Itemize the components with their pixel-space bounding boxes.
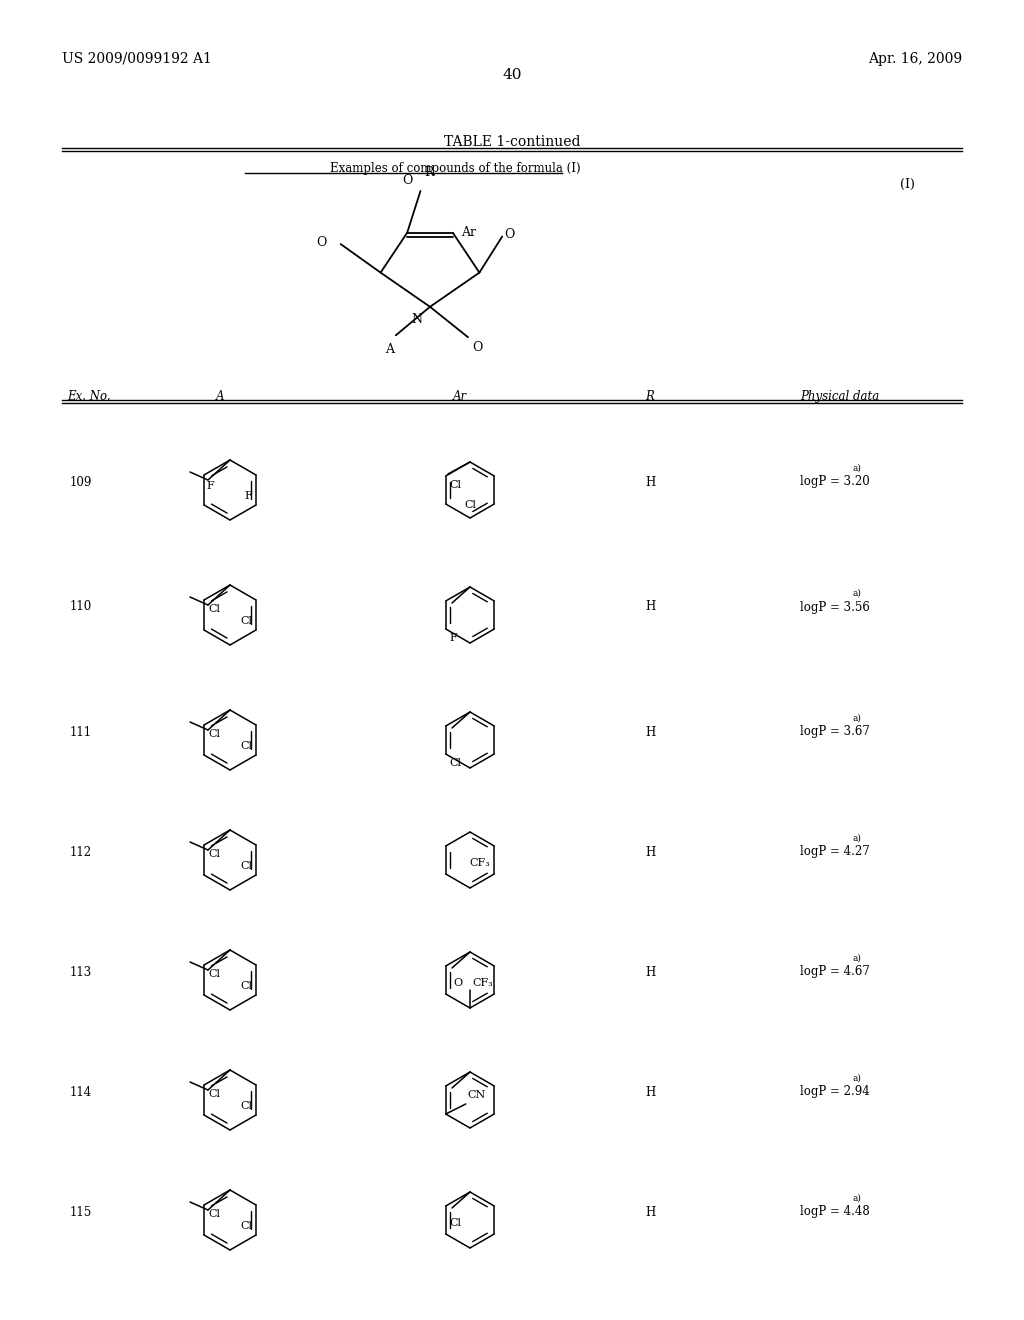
Text: Cl: Cl xyxy=(464,500,476,510)
Text: O: O xyxy=(472,341,482,354)
Text: H: H xyxy=(645,1205,655,1218)
Text: a): a) xyxy=(853,463,861,473)
Text: a): a) xyxy=(853,833,861,842)
Text: CF₃: CF₃ xyxy=(472,978,493,987)
Text: logP = 2.94: logP = 2.94 xyxy=(800,1085,869,1098)
Text: Ar: Ar xyxy=(461,226,476,239)
Text: a): a) xyxy=(853,953,861,962)
Text: H: H xyxy=(645,475,655,488)
Text: Ex. No.: Ex. No. xyxy=(67,389,111,403)
Text: CF₃: CF₃ xyxy=(469,858,490,869)
Text: N: N xyxy=(411,313,422,326)
Text: logP = 4.27: logP = 4.27 xyxy=(800,846,869,858)
Text: a): a) xyxy=(853,1073,861,1082)
Text: logP = 4.67: logP = 4.67 xyxy=(800,965,869,978)
Text: logP = 3.67: logP = 3.67 xyxy=(800,726,869,738)
Text: R: R xyxy=(425,166,434,180)
Text: Cl: Cl xyxy=(450,758,462,768)
Text: logP = 3.56: logP = 3.56 xyxy=(800,601,869,614)
Text: H: H xyxy=(645,846,655,858)
Text: H: H xyxy=(645,965,655,978)
Text: O: O xyxy=(316,235,327,248)
Text: Physical data: Physical data xyxy=(800,389,880,403)
Text: Cl: Cl xyxy=(240,1101,252,1111)
Text: O: O xyxy=(504,228,515,242)
Text: Cl: Cl xyxy=(208,605,220,614)
Text: CN: CN xyxy=(468,1090,486,1100)
Text: Cl: Cl xyxy=(208,729,220,739)
Text: Cl: Cl xyxy=(208,1209,220,1218)
Text: Cl: Cl xyxy=(240,616,252,626)
Text: 111: 111 xyxy=(70,726,92,738)
Text: 40: 40 xyxy=(502,69,522,82)
Text: logP = 3.20: logP = 3.20 xyxy=(800,475,869,488)
Text: F: F xyxy=(450,634,458,643)
Text: Cl: Cl xyxy=(240,741,252,751)
Text: 113: 113 xyxy=(70,965,92,978)
Text: Cl: Cl xyxy=(240,1221,252,1232)
Text: A: A xyxy=(385,343,394,356)
Text: a): a) xyxy=(853,1193,861,1203)
Text: H: H xyxy=(645,601,655,614)
Text: Examples of compounds of the formula (I): Examples of compounds of the formula (I) xyxy=(330,162,581,176)
Text: 115: 115 xyxy=(70,1205,92,1218)
Text: Cl: Cl xyxy=(240,981,252,991)
Text: 109: 109 xyxy=(70,475,92,488)
Text: Cl: Cl xyxy=(450,480,462,490)
Text: O: O xyxy=(402,174,413,187)
Text: H: H xyxy=(645,726,655,738)
Text: US 2009/0099192 A1: US 2009/0099192 A1 xyxy=(62,51,212,66)
Text: logP = 4.48: logP = 4.48 xyxy=(800,1205,869,1218)
Text: TABLE 1-continued: TABLE 1-continued xyxy=(443,135,581,149)
Text: (I): (I) xyxy=(900,178,914,191)
Text: A: A xyxy=(216,389,224,403)
Text: a): a) xyxy=(853,714,861,722)
Text: F: F xyxy=(245,491,252,502)
Text: Cl: Cl xyxy=(208,1089,220,1100)
Text: Ar: Ar xyxy=(453,389,467,403)
Text: 112: 112 xyxy=(70,846,92,858)
Text: Apr. 16, 2009: Apr. 16, 2009 xyxy=(868,51,962,66)
Text: Cl: Cl xyxy=(240,861,252,871)
Text: Cl: Cl xyxy=(208,969,220,979)
Text: Cl: Cl xyxy=(450,1218,462,1228)
Text: F: F xyxy=(206,480,214,491)
Text: R: R xyxy=(645,389,654,403)
Text: Cl: Cl xyxy=(208,849,220,859)
Text: a): a) xyxy=(853,589,861,598)
Text: O: O xyxy=(453,978,462,987)
Text: 114: 114 xyxy=(70,1085,92,1098)
Text: 110: 110 xyxy=(70,601,92,614)
Text: H: H xyxy=(645,1085,655,1098)
